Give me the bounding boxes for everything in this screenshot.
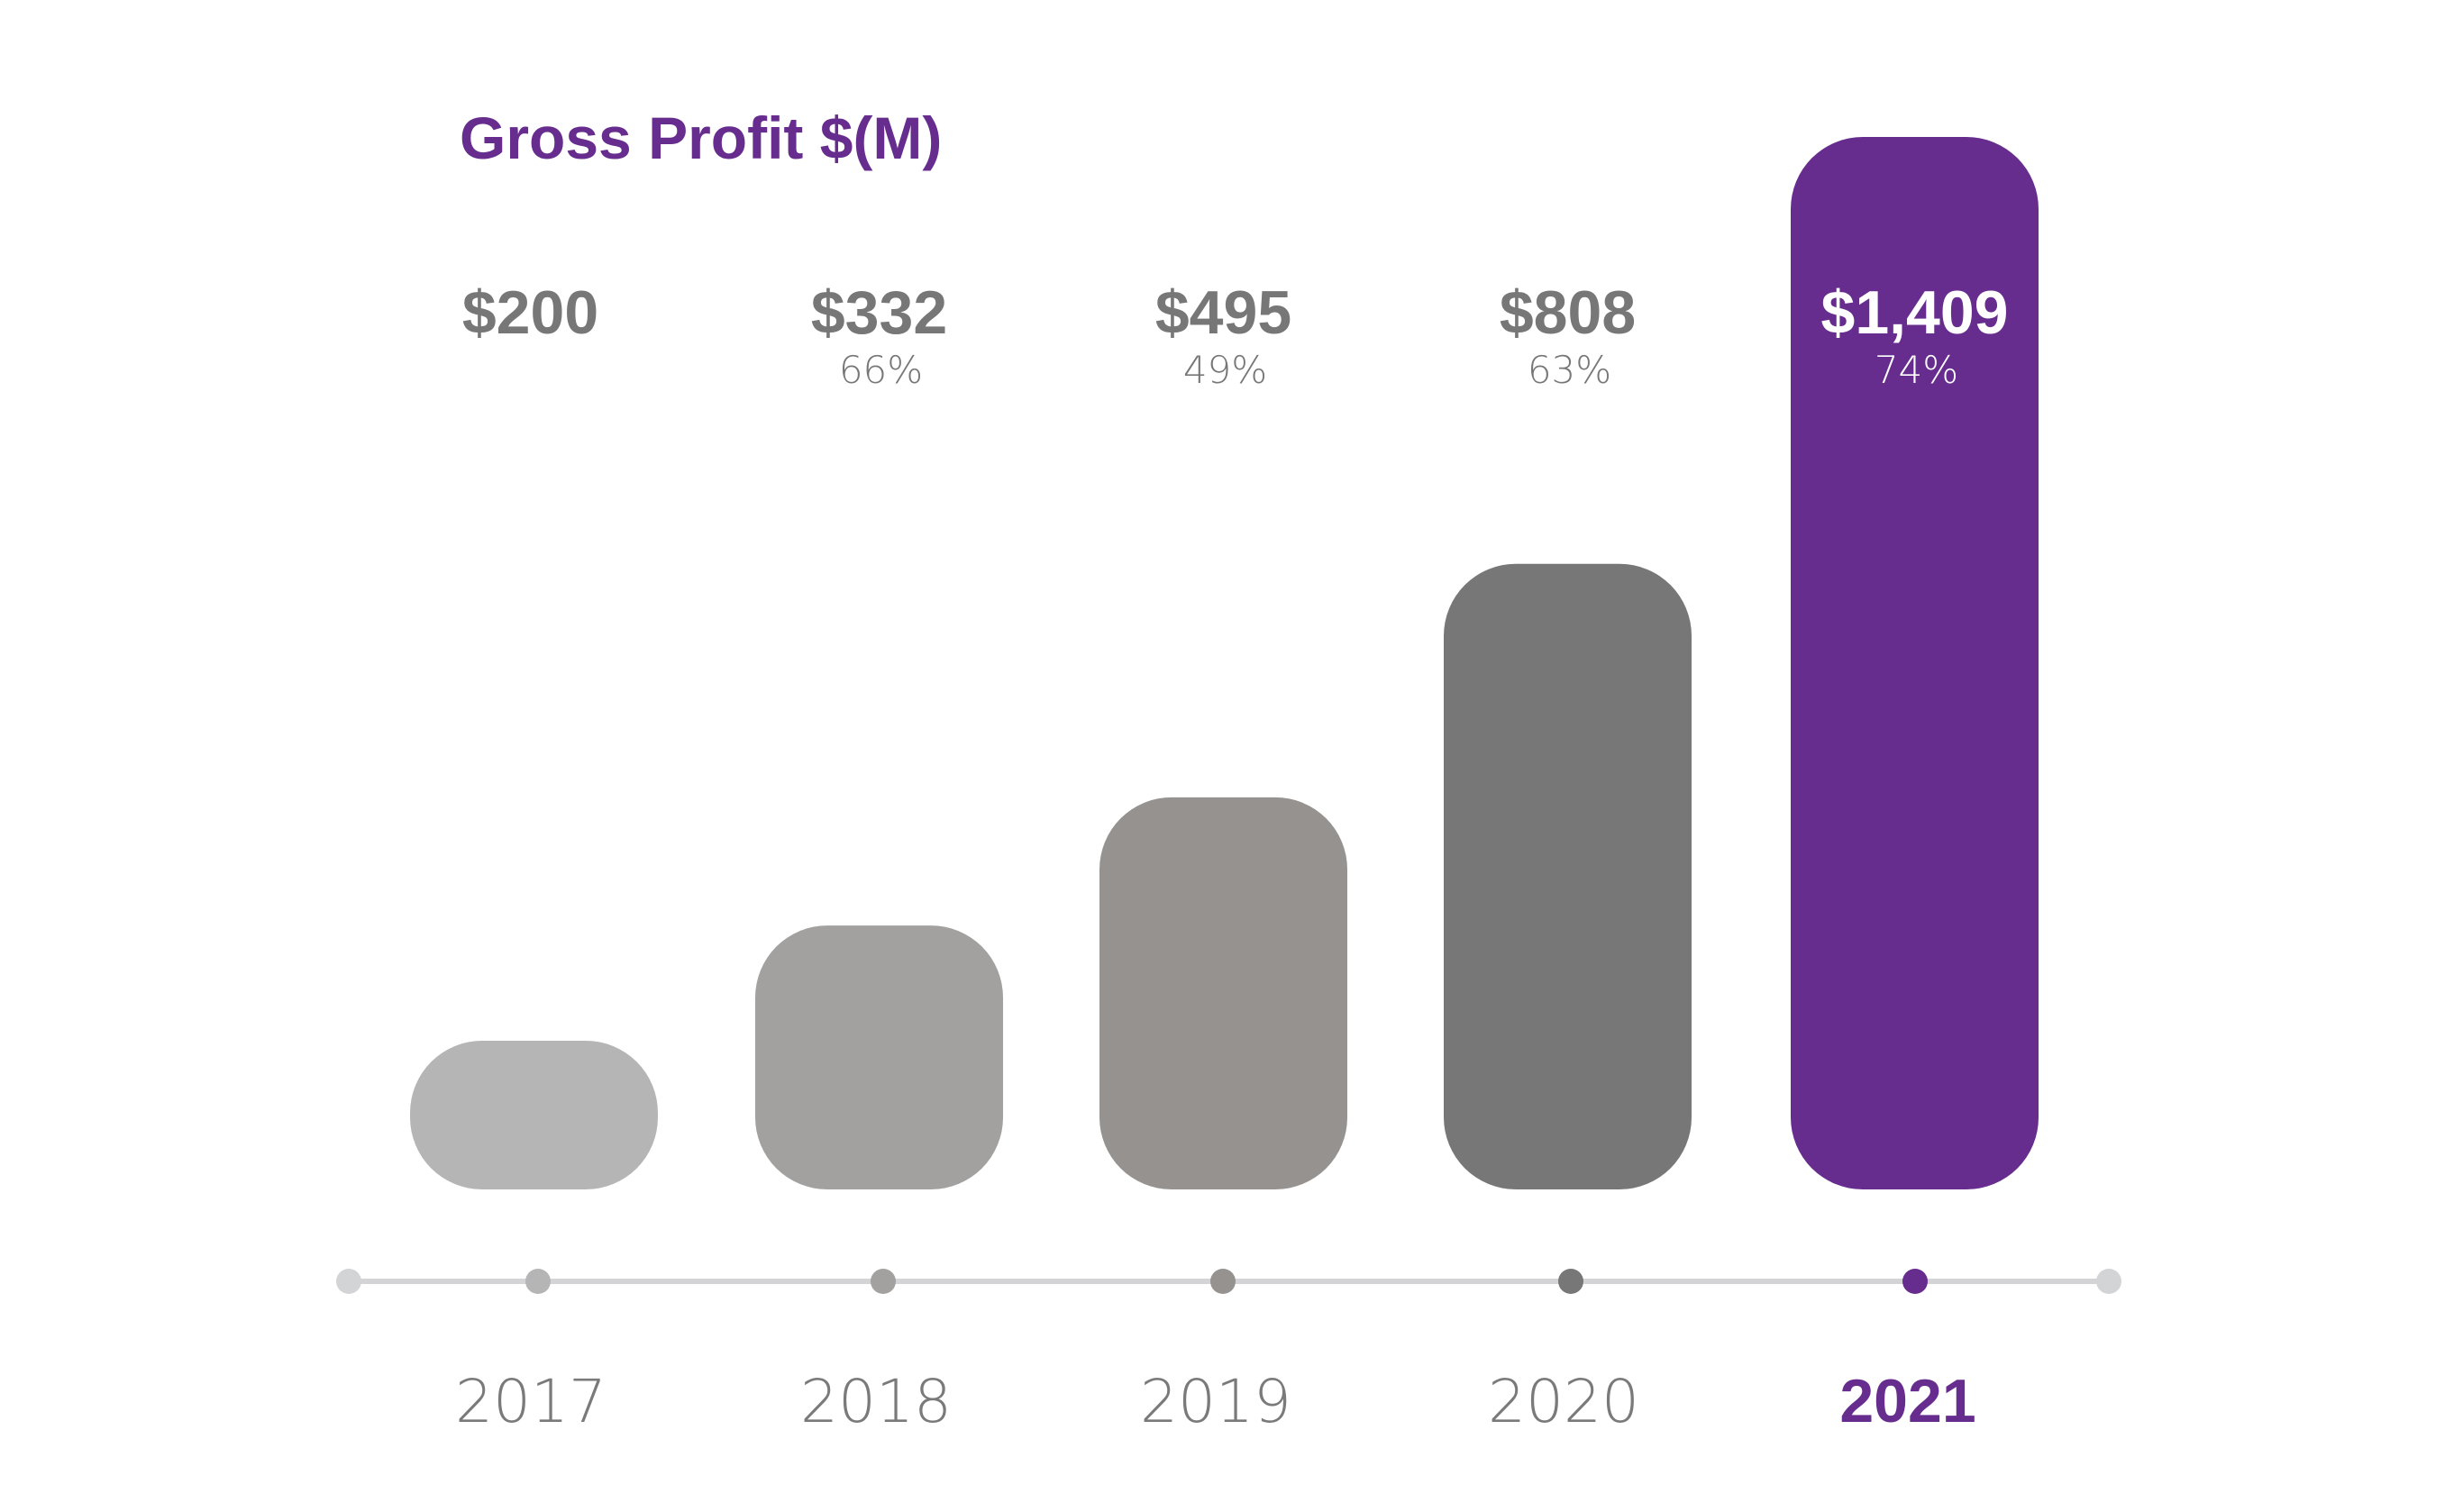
year-label-2017: 2017 bbox=[455, 1367, 607, 1436]
growth-label-2018: 66% bbox=[839, 348, 923, 392]
year-labels-group: 2017 2018 2019 2020 2021 bbox=[455, 1367, 1976, 1436]
axis-dots-group bbox=[525, 1269, 1928, 1294]
value-label-2019: $495 bbox=[1155, 278, 1291, 347]
bars-group bbox=[410, 137, 2039, 1189]
value-label-2017: $200 bbox=[462, 278, 598, 347]
axis-end-dot bbox=[2096, 1269, 2121, 1294]
year-label-2018: 2018 bbox=[800, 1367, 952, 1436]
year-label-2019: 2019 bbox=[1140, 1367, 1291, 1436]
growth-label-2020: 63% bbox=[1528, 348, 1611, 392]
growth-label-2021: 74% bbox=[1875, 348, 1958, 392]
year-label-2020: 2020 bbox=[1488, 1367, 1639, 1436]
axis-start-dot bbox=[336, 1269, 361, 1294]
axis-dot-2018 bbox=[871, 1269, 896, 1294]
axis-dot-2020 bbox=[1558, 1269, 1583, 1294]
bar-2019 bbox=[1099, 797, 1347, 1189]
growth-label-2019: 49% bbox=[1183, 348, 1267, 392]
bar-2018 bbox=[755, 925, 1003, 1189]
chart-title: Gross Profit $(M) bbox=[460, 105, 942, 171]
bar-2020 bbox=[1444, 563, 1692, 1189]
axis-dot-2021 bbox=[1902, 1269, 1928, 1294]
bar-2017 bbox=[410, 1041, 658, 1189]
year-label-2021: 2021 bbox=[1839, 1367, 1975, 1435]
axis-dot-2019 bbox=[1210, 1269, 1236, 1294]
axis-dot-2017 bbox=[525, 1269, 551, 1294]
value-label-2018: $332 bbox=[811, 278, 947, 347]
value-label-2020: $808 bbox=[1500, 278, 1636, 347]
value-label-2021: $1,409 bbox=[1821, 278, 2009, 347]
bar-2021 bbox=[1791, 137, 2039, 1189]
